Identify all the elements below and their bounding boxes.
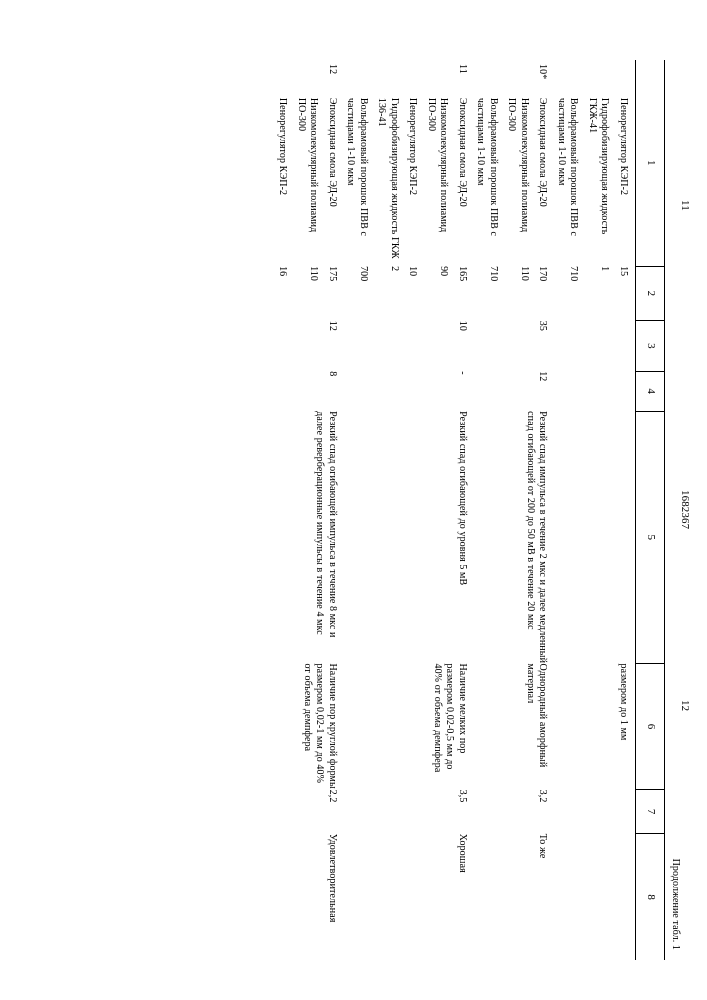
c3: 35 [474, 321, 555, 371]
col-head: 5 [636, 411, 665, 663]
material: Низкомолекулярный полиамид ПО-300 [295, 98, 326, 266]
material: Пенорегулятор КЭП-2 [617, 98, 636, 266]
material: Низкомолекулярный полиамид ПО-300 [505, 98, 536, 266]
qty: 175 [326, 266, 345, 321]
col-head: 7 [636, 790, 665, 834]
material: Вольфрамовый порошок ПВВ с частицами 1-1… [555, 98, 586, 266]
col-head: 2 [636, 266, 665, 321]
c3: 12 [276, 321, 344, 371]
c3 [555, 321, 636, 371]
material: Низкомолекулярный полиамид ПО-300 [425, 98, 456, 266]
c8: То же [474, 834, 555, 960]
row-num: 11 [344, 60, 474, 98]
c3: 10 [344, 321, 474, 371]
col-head: 6 [636, 663, 665, 789]
c5: Резкий спад импульса в течение 2 мкс и д… [474, 411, 555, 663]
c5: Резкий спад огибающей импульса в течение… [276, 411, 344, 663]
c6: Однородный аморфный материал [474, 663, 555, 789]
c4: 12 [474, 371, 555, 411]
material: Пенорегулятор КЭП-2 [406, 98, 425, 266]
material: Эпоксидная смола ЭД-20 [326, 98, 345, 266]
data-table: 1 2 3 4 5 6 7 8 Пенорегулятор КЭП-215раз… [276, 60, 665, 960]
row-num: 10* [474, 60, 555, 98]
material: Вольфрамовый порошок ПВВ с частицами 1-1… [344, 98, 375, 266]
qty: 16 [276, 266, 295, 321]
qty: 110 [295, 266, 326, 321]
table-row: 11Эпоксидная смола ЭД-2016510-Резкий спа… [456, 60, 475, 960]
col-head: 1 [636, 60, 665, 266]
c6: размером до 1 мм [555, 663, 636, 789]
table-row: Пенорегулятор КЭП-215размером до 1 мм [617, 60, 636, 960]
material: Вольфрамовый порошок ПВВ с частицами 1-1… [474, 98, 505, 266]
c5: Резкий спад огибающей до уровня 5 мВ [344, 411, 474, 663]
row-num [555, 60, 636, 98]
c7 [555, 790, 636, 834]
qty: 15 [617, 266, 636, 321]
c7: 3,2 [474, 790, 555, 834]
col-head: 8 [636, 834, 665, 960]
material: Пенорегулятор КЭП-2 [276, 98, 295, 266]
continuation-label: Продолжение табл. 1 [670, 859, 681, 950]
qty: 10 [406, 266, 425, 321]
qty: 165 [456, 266, 475, 321]
col-head: 3 [636, 321, 665, 371]
c8 [555, 834, 636, 960]
c4: 8 [276, 371, 344, 411]
qty: 710 [555, 266, 586, 321]
material: Эпоксидная смола ЭД-20 [456, 98, 475, 266]
c6: Наличие мелких пор размером 0,02-0,5 мм … [344, 663, 474, 789]
c4 [555, 371, 636, 411]
qty: 170 [536, 266, 555, 321]
table-row: 10*Эпоксидная смола ЭД-201703512Резкий с… [536, 60, 555, 960]
c7: 3,5 [344, 790, 474, 834]
doc-number: 1682367 [679, 490, 691, 529]
table-row: 12Эпоксидная смола ЭД-20175128Резкий спа… [326, 60, 345, 960]
c5 [555, 411, 636, 663]
col-head: 4 [636, 371, 665, 411]
page-num-right: 12 [679, 700, 691, 711]
c6: Наличие пор круглой формы размером 0,02-… [276, 663, 344, 789]
c8: Хорошая [344, 834, 474, 960]
c4: - [344, 371, 474, 411]
qty: 1 [586, 266, 617, 321]
material: Гидрофобизирующая жидкость ГКЖ-41 [586, 98, 617, 266]
qty: 2 [375, 266, 406, 321]
qty: 700 [344, 266, 375, 321]
page-num-left: 11 [679, 200, 691, 211]
row-num: 12 [276, 60, 344, 98]
c7: 2,2 [276, 790, 344, 834]
material: Гидрофобизирующая жидкость ГКЖ 136-41 [375, 98, 406, 266]
qty: 110 [505, 266, 536, 321]
c8: Удовлетворительная [276, 834, 344, 960]
material: Эпоксидная смола ЭД-20 [536, 98, 555, 266]
qty: 90 [425, 266, 456, 321]
qty: 710 [474, 266, 505, 321]
